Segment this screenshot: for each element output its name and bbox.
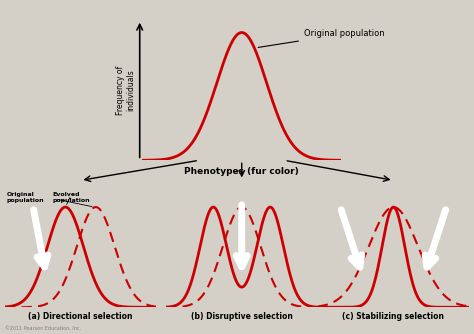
Text: (c) Stabilizing selection: (c) Stabilizing selection	[342, 312, 445, 321]
Text: (a) Directional selection: (a) Directional selection	[28, 312, 133, 321]
Text: Frequency of
individuals: Frequency of individuals	[116, 65, 135, 115]
Text: Phenotypes (fur color): Phenotypes (fur color)	[184, 167, 299, 176]
Text: Evolved
population: Evolved population	[52, 192, 90, 203]
Text: ©2011 Pearson Education, Inc.: ©2011 Pearson Education, Inc.	[5, 326, 81, 331]
Text: (b) Disruptive selection: (b) Disruptive selection	[191, 312, 292, 321]
Text: Original population: Original population	[258, 29, 384, 47]
Text: Original
population: Original population	[7, 192, 44, 203]
